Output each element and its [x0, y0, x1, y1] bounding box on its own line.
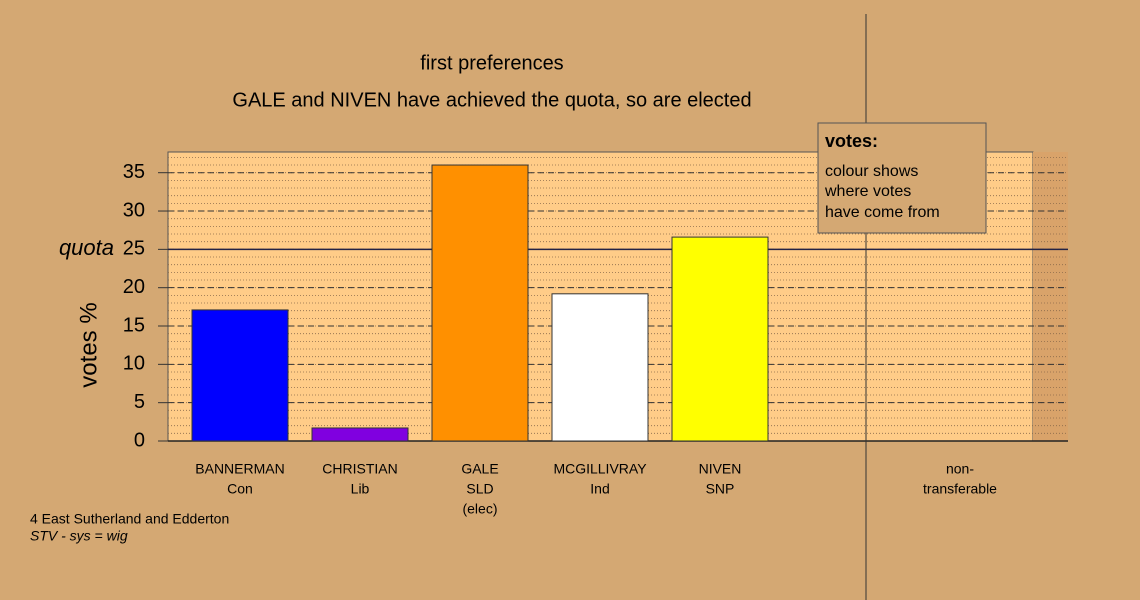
y-tick-label: 20 [123, 276, 145, 298]
y-tick-label: 0 [134, 429, 145, 451]
y-tick-label: 30 [123, 199, 145, 221]
legend-text: where votes [824, 183, 911, 200]
x-tick-label: BANNERMAN [195, 461, 284, 477]
x-tick-label: SNP [706, 481, 735, 497]
x-tick-label: non- [946, 461, 974, 477]
x-tick-label: NIVEN [699, 461, 742, 477]
x-tick-label: Lib [351, 481, 370, 497]
plot-margin [1033, 152, 1068, 441]
x-tick-label: CHRISTIAN [322, 461, 397, 477]
legend-box [817, 122, 987, 234]
footer: STV - sys = wig [30, 528, 128, 544]
x-tick-label: MCGILLIVRAY [553, 461, 647, 477]
y-tick-label: 15 [123, 314, 145, 336]
x-tick-label: SLD [466, 481, 493, 497]
legend-text: have come from [825, 204, 940, 221]
bar [671, 236, 769, 442]
x-tick-label: transferable [923, 481, 997, 497]
bars [191, 164, 769, 442]
x-tick-label: (elec) [462, 501, 497, 517]
x-tick-label: GALE [461, 461, 498, 477]
x-tick-label: Ind [590, 481, 609, 497]
y-tick-label: 5 [134, 391, 145, 413]
footer: 4 East Sutherland and Edderton [30, 511, 229, 527]
bar [551, 293, 649, 442]
x-tick-label: Con [227, 481, 253, 497]
chart-title: first preferences [420, 52, 563, 74]
legend-text: colour shows [825, 163, 918, 180]
bar [191, 309, 289, 442]
bar [431, 164, 529, 442]
quota-label: quota [59, 235, 114, 260]
y-axis-label: votes % [75, 302, 102, 387]
y-tick-label: 10 [123, 353, 145, 375]
y-tick-label: 35 [123, 161, 145, 183]
chart-subtitle: GALE and NIVEN have achieved the quota, … [232, 89, 751, 111]
bar [311, 427, 409, 442]
legend-title: votes: [825, 131, 878, 151]
y-tick-label: 25 [123, 238, 145, 260]
